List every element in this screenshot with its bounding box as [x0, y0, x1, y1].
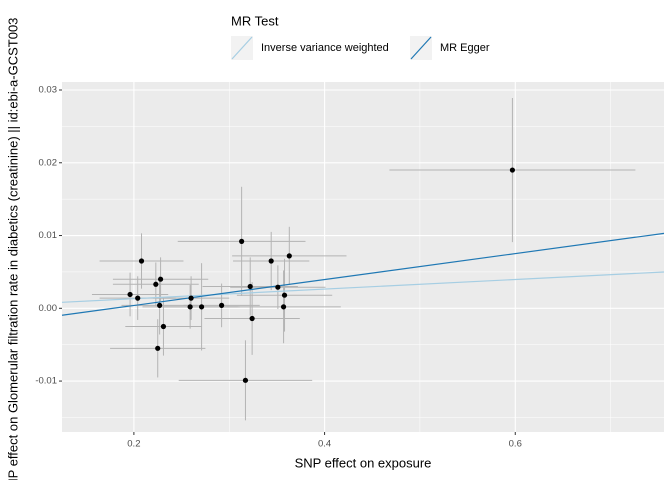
- plot: [61, 98, 665, 421]
- legend: Inverse variance weighted MR Egger: [231, 36, 490, 60]
- point: [127, 291, 133, 298]
- point: [155, 345, 161, 351]
- point: [239, 238, 245, 244]
- legend-title: MR Test: [231, 13, 279, 28]
- legend-label: Inverse variance weighted: [261, 42, 389, 54]
- point: [187, 304, 193, 310]
- y-tick-label: 0.02: [39, 157, 58, 168]
- point: [198, 304, 205, 310]
- point: [286, 253, 292, 259]
- point: [509, 167, 516, 173]
- panel: [62, 82, 664, 432]
- point: [138, 258, 145, 264]
- x-tick-label: 0.6: [509, 439, 522, 450]
- regression-line: [61, 271, 665, 303]
- legend-label: MR Egger: [440, 42, 490, 54]
- point: [188, 295, 194, 301]
- y-tick-label: 0.03: [39, 85, 58, 96]
- grid: [62, 82, 664, 432]
- regression-line: [61, 232, 665, 316]
- legend-swatch: [410, 36, 432, 60]
- legend-swatch: [231, 36, 253, 60]
- point: [249, 315, 255, 322]
- point: [281, 292, 288, 298]
- x-tick-label: 0.4: [318, 439, 331, 450]
- point: [247, 283, 253, 290]
- point: [157, 302, 163, 308]
- point: [153, 281, 159, 287]
- point: [157, 276, 164, 282]
- y-tick-label: -0.01: [35, 376, 57, 387]
- point: [280, 304, 287, 310]
- point: [275, 284, 281, 290]
- x-tick-label: 0.2: [127, 439, 140, 450]
- point: [135, 295, 141, 301]
- point: [268, 258, 274, 264]
- point: [219, 302, 225, 308]
- point: [160, 323, 167, 330]
- y-tick-label: 0.00: [39, 303, 58, 314]
- y-tick-label: 0.01: [39, 230, 58, 241]
- point: [242, 377, 249, 383]
- y-axis-title: SNP effect on Glomerular filtration rate…: [5, 18, 20, 480]
- x-axis-title: SNP effect on exposure: [295, 455, 432, 470]
